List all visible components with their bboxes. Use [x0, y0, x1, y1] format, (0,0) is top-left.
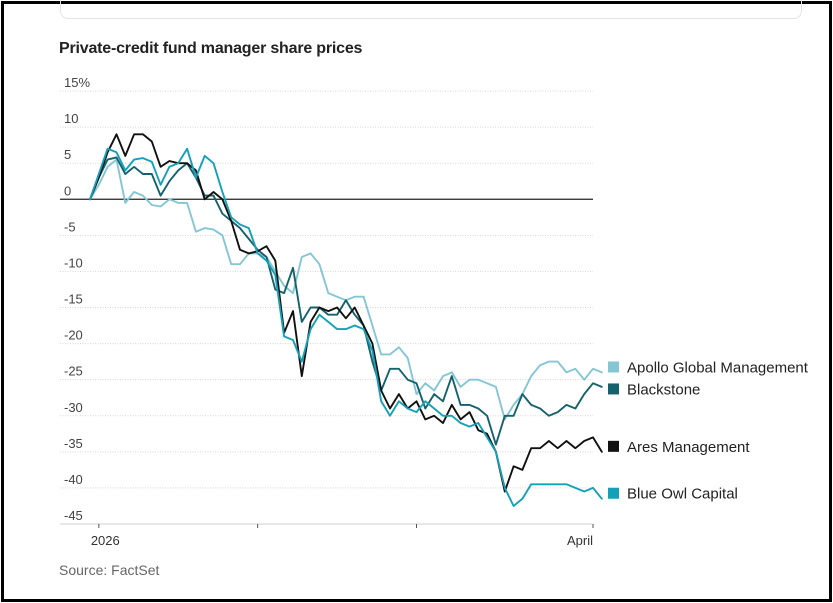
legend: Apollo Global Management Blackstone Ares M…	[608, 359, 809, 503]
y-tick-label: -35	[64, 436, 83, 451]
y-tick-label: -45	[64, 508, 83, 523]
legend-label-apollo-global-management: Apollo Global Management	[627, 359, 809, 376]
y-tick-label: 5	[64, 147, 71, 162]
legend-label-blue-owl-capital: Blue Owl Capital	[627, 486, 738, 503]
series-line-blackstone	[89, 156, 603, 446]
y-tick-label: -20	[64, 328, 83, 343]
legend-swatch-ares-management	[608, 440, 619, 452]
y-tick-label: 0	[64, 183, 71, 198]
x-tick-label: April	[567, 533, 593, 548]
chart-title: Private-credit fund manager share prices	[59, 40, 363, 57]
y-axis-labels: 15% 10 5 0 -5 -10 -15 -20 -25 -30 -35 -40 -45	[64, 75, 90, 523]
legend-label-blackstone: Blackstone	[627, 381, 700, 398]
legend-swatch-blackstone	[608, 383, 619, 395]
previous-card-edge	[60, 0, 802, 19]
legend-swatch-blue-owl-capital	[608, 487, 619, 499]
y-tick-label: -30	[64, 400, 83, 415]
legend-swatch-apollo-global-management	[608, 361, 619, 373]
source-note: Source: FactSet	[59, 562, 160, 578]
series-lines	[89, 133, 603, 507]
series-line-blue-owl-capital	[89, 147, 603, 507]
y-tick-label: -5	[64, 219, 76, 234]
y-tick-label: -10	[64, 255, 83, 270]
x-tick-label: 2026	[91, 533, 120, 548]
series-line-ares-management	[89, 133, 603, 493]
y-tick-label: -40	[64, 472, 83, 487]
y-tick-label: -15	[64, 292, 83, 307]
x-axis: 2026 April	[60, 523, 594, 548]
y-tick-label: 10	[64, 111, 78, 126]
gridlines	[60, 90, 593, 489]
series-line-apollo-global-management	[89, 158, 603, 421]
y-tick-label: -25	[64, 364, 83, 379]
legend-label-ares-management: Ares Management	[627, 439, 750, 456]
y-tick-label: 15%	[64, 75, 90, 90]
